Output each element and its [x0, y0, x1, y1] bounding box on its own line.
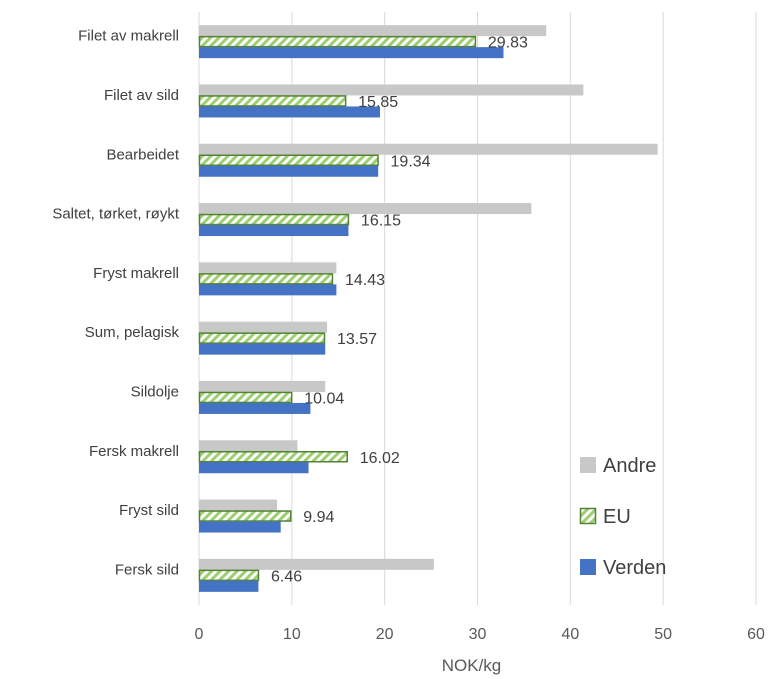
bar-eu-fersk-makrell: [198, 451, 348, 463]
x-tick-label-20: 20: [376, 626, 394, 643]
bar-eu-filet-av-sild: [198, 95, 347, 107]
category-label-fryst-makrell: Fryst makrell: [93, 265, 179, 282]
bar-verden-sum-pelagisk: [199, 343, 326, 355]
x-tick-label-10: 10: [283, 626, 301, 643]
data-label-eu-sildolje: 10.04: [304, 390, 344, 407]
bar-andre-sum-pelagisk: [199, 321, 328, 333]
category-label-saltet-t-rket-r-ykt: Saltet, tørket, røykt: [52, 206, 180, 223]
x-tick-label-60: 60: [747, 626, 765, 643]
data-label-eu-bearbeidet: 19.34: [391, 153, 431, 170]
bar-andre-filet-av-makrell: [199, 25, 547, 37]
bar-verden-fersk-sild: [199, 580, 259, 592]
bar-eu-saltet-t-rket-r-ykt: [198, 213, 350, 226]
category-label-filet-av-sild: Filet av sild: [104, 87, 179, 104]
data-label-eu-fersk-sild: 6.46: [271, 568, 302, 585]
data-label-eu-filet-av-sild: 15.85: [358, 94, 398, 111]
data-label-eu-sum-pelagisk: 13.57: [337, 331, 377, 348]
bar-andre-fersk-makrell: [199, 440, 298, 452]
bar-andre-fryst-makrell: [199, 262, 337, 274]
data-label-eu-filet-av-makrell: 29.83: [488, 35, 528, 52]
x-tick-labels: 0 10 20 30 40 50 60: [195, 626, 765, 643]
bars: [198, 25, 658, 592]
legend-swatch-eu: [579, 507, 597, 525]
data-labels: 6.46 9.94 16.02 10.04 13.57 14.43 16.15 19.34 15…: [271, 35, 528, 586]
legend-swatch-verden: [580, 559, 596, 575]
x-tick-label-50: 50: [654, 626, 672, 643]
bar-verden-saltet-t-rket-r-ykt: [199, 225, 349, 237]
data-label-eu-saltet-t-rket-r-ykt: 16.15: [361, 213, 401, 230]
bar-eu-fryst-sild: [198, 510, 292, 522]
bar-eu-bearbeidet: [198, 154, 379, 166]
bar-eu-fryst-makrell: [198, 273, 334, 285]
bar-andre-filet-av-sild: [199, 84, 584, 96]
bar-andre-fryst-sild: [199, 499, 277, 511]
category-label-fryst-sild: Fryst sild: [119, 502, 179, 519]
legend-label-verden: Verden: [603, 557, 666, 579]
category-label-fersk-makrell: Fersk makrell: [89, 443, 179, 460]
legend-swatch-andre: [580, 457, 596, 473]
bar-andre-sildolje: [199, 380, 326, 392]
x-tick-label-40: 40: [561, 626, 579, 643]
x-axis-title: NOK/kg: [442, 656, 502, 675]
bar-verden-fryst-sild: [199, 521, 281, 533]
bar-verden-fryst-makrell: [199, 284, 337, 296]
bar-verden-sildolje: [199, 402, 311, 414]
bar-verden-filet-av-sild: [199, 106, 381, 118]
bar-verden-filet-av-makrell: [199, 47, 504, 59]
data-label-eu-fersk-makrell: 16.02: [360, 450, 400, 467]
bar-andre-fersk-sild: [199, 558, 434, 570]
data-label-eu-fryst-makrell: 14.43: [345, 272, 385, 289]
bar-verden-fersk-makrell: [199, 462, 309, 474]
category-label-bearbeidet: Bearbeidet: [106, 146, 179, 163]
category-label-fersk-sild: Fersk sild: [115, 561, 179, 578]
category-label-sildolje: Sildolje: [131, 383, 179, 400]
bar-eu-fersk-sild: [198, 569, 260, 582]
bar-andre-bearbeidet: [199, 143, 658, 155]
bar-eu-sum-pelagisk: [198, 332, 326, 344]
x-tick-label-0: 0: [195, 626, 204, 643]
bar-verden-bearbeidet: [199, 165, 379, 177]
bar-eu-filet-av-makrell: [198, 35, 477, 48]
category-labels: Fersk sild Fryst sild Fersk makrell Sildolj…: [52, 28, 180, 579]
category-label-sum-pelagisk: Sum, pelagisk: [85, 324, 180, 341]
data-label-eu-fryst-sild: 9.94: [303, 509, 334, 526]
category-label-filet-av-makrell: Filet av makrell: [78, 28, 179, 45]
legend: Andre EU Verden: [579, 455, 666, 579]
bar-eu-sildolje: [198, 391, 293, 404]
legend-label-eu: EU: [603, 506, 631, 528]
legend-label-andre: Andre: [603, 455, 656, 477]
bar-andre-saltet-t-rket-r-ykt: [199, 203, 532, 215]
x-tick-label-30: 30: [469, 626, 487, 643]
